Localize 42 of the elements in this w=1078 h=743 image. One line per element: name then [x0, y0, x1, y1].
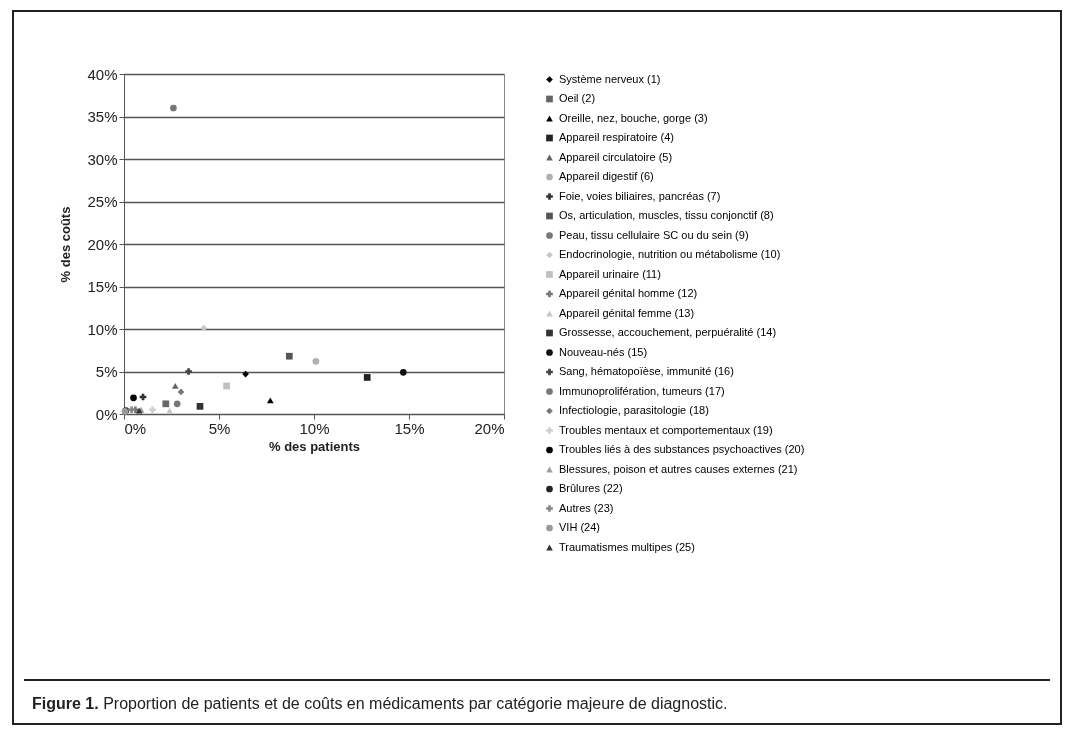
caption: Figure 1. Proportion de patients et de coûts en médicaments par catégorie majeure de diagnostic. [32, 695, 729, 713]
legend-label: Traumatismes multipes (25) [559, 540, 695, 553]
legend-label: Os, articulation, muscles, tissu conjonctif (8) [559, 209, 774, 221]
legend-label: Oeil (2) [559, 92, 596, 104]
y-tick-label: 0% [95, 405, 118, 423]
legend-label: Foie, voies biliaires, pancréas (7) [559, 189, 721, 202]
legend-label: Appareil génital homme (12) [559, 287, 698, 299]
legend-label: Nouveau-nés (15) [559, 345, 648, 358]
legend-label: Oreille, nez, bouche, gorge (3) [559, 111, 708, 124]
x-tick-label: 0% [124, 419, 147, 437]
legend-label: Troubles mentaux et comportementaux (19) [559, 423, 773, 436]
legend-label: Appareil urinaire (11) [559, 267, 661, 280]
legend-label: Peau, tissu cellulaire SC ou du sein (9) [559, 228, 749, 241]
legend-label: Grossesse, accouchement, perpuéralité (14) [559, 326, 777, 338]
legend-label: Système nerveux (1) [559, 72, 661, 85]
y-tick-label: 35% [87, 108, 118, 125]
y-tick-label: 15% [87, 278, 118, 295]
y-tick-label: 40% [87, 65, 118, 83]
y-tick-label: 10% [87, 320, 118, 338]
legend-label: Sang, hématopoïèse, immunité (16) [559, 365, 734, 377]
legend-label: Brûlures (22) [559, 482, 623, 494]
x-tick-label: 10% [299, 419, 330, 437]
legend-label: Blessures, poison et autres causes externes (21) [559, 462, 798, 475]
y-tick-label: 20% [87, 235, 118, 253]
legend-label: Appareil respiratoire (4) [559, 131, 674, 143]
x-axis-title: % des patients [268, 438, 361, 454]
y-tick-label: 5% [95, 363, 118, 380]
legend-label: Infectiologie, parasitologie (18) [559, 404, 709, 416]
legend-label: Troubles liés à des substances psychoactives (20) [559, 443, 805, 455]
y-tick-label: 25% [87, 193, 118, 210]
legend-label: Appareil digestif (6) [559, 170, 654, 182]
y-tick-label: 30% [87, 150, 118, 168]
legend-label: Appareil génital femme (13) [559, 306, 695, 319]
y-axis-title: % des coûts [58, 206, 74, 283]
x-tick-label: 15% [394, 419, 425, 437]
x-tick-label: 5% [208, 419, 231, 437]
legend-label: VIH (24) [559, 521, 600, 533]
legend-label: Autres (23) [559, 501, 614, 514]
legend-label: Endocrinologie, nutrition ou métabolisme (10) [559, 248, 781, 260]
legend-label: Appareil circulatoire (5) [559, 150, 673, 163]
x-tick-label: 20% [474, 419, 505, 437]
legend-label: Immunoprolifération, tumeurs (17) [559, 384, 725, 397]
